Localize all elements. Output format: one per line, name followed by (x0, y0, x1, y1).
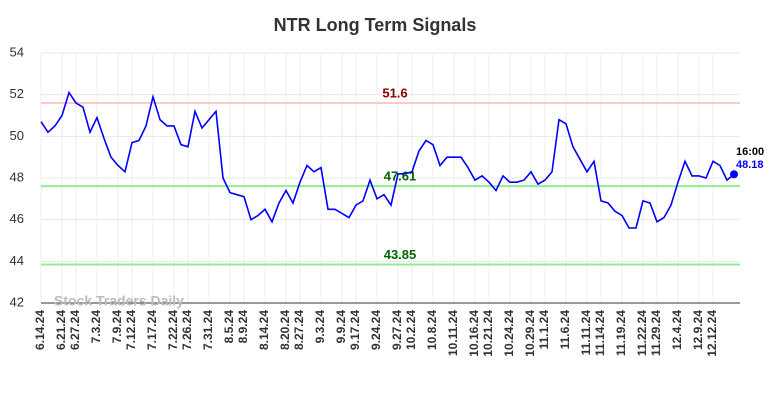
level-label: 43.85 (384, 247, 417, 262)
y-tick-label: 42 (10, 294, 24, 309)
x-tick-label: 7.12.24 (124, 310, 138, 350)
last-point (730, 170, 738, 179)
x-tick-label: 11.19.24 (614, 310, 628, 356)
y-tick-label: 54 (10, 44, 24, 59)
level-label: 47.61 (384, 169, 417, 184)
x-tick-label: 10.2.24 (404, 310, 418, 350)
x-tick-label: 11.29.24 (649, 310, 663, 356)
y-tick-label: 48 (10, 169, 24, 184)
y-tick-label: 52 (10, 86, 24, 101)
x-tick-label: 10.16.24 (467, 310, 481, 357)
x-tick-label: 11.6.24 (558, 310, 572, 350)
x-tick-label: 11.22.24 (635, 310, 649, 356)
x-tick-label: 12.9.24 (691, 310, 705, 350)
x-tick-label: 12.4.24 (670, 310, 684, 350)
x-tick-label: 8.14.24 (257, 310, 271, 350)
x-tick-label: 8.9.24 (236, 310, 250, 344)
x-tick-label: 7.9.24 (110, 310, 124, 344)
x-tick-label: 7.22.24 (166, 310, 180, 350)
x-tick-label: 12.12.24 (705, 310, 719, 357)
x-tick-label: 8.20.24 (278, 310, 292, 350)
y-tick-label: 44 (10, 253, 24, 268)
x-tick-label: 9.27.24 (390, 310, 404, 350)
x-tick-label: 9.24.24 (369, 310, 383, 350)
x-tick-label: 10.29.24 (523, 310, 537, 357)
x-tick-label: 6.14.24 (33, 310, 47, 350)
x-tick-label: 11.11.24 (579, 310, 593, 356)
chart-title: NTR Long Term Signals (274, 15, 477, 35)
x-tick-label: 7.3.24 (89, 310, 103, 344)
x-tick-label: 6.27.24 (68, 310, 82, 350)
x-tick-label: 11.14.24 (593, 310, 607, 356)
x-tick-label: 10.21.24 (481, 310, 495, 357)
x-tick-label: 9.17.24 (348, 310, 362, 350)
x-tick-label: 10.8.24 (425, 310, 439, 350)
x-tick-label: 10.24.24 (502, 310, 516, 357)
x-tick-label: 11.1.24 (537, 310, 551, 350)
x-tick-label: 7.26.24 (180, 310, 194, 350)
x-tick-label: 7.31.24 (201, 310, 215, 350)
y-tick-label: 50 (10, 128, 24, 143)
x-tick-label: 10.11.24 (446, 310, 460, 356)
x-tick-label: 9.9.24 (334, 310, 348, 344)
level-label: 51.6 (382, 85, 407, 100)
price-line (40, 90, 735, 229)
watermark: Stock Traders Daily (54, 293, 184, 309)
x-tick-label: 8.27.24 (292, 310, 306, 350)
x-tick-label: 9.3.24 (313, 310, 327, 344)
last-time: 16:00 (736, 146, 764, 158)
x-tick-label: 6.21.24 (54, 310, 68, 350)
y-tick-label: 46 (10, 211, 24, 226)
x-tick-label: 7.17.24 (145, 310, 159, 350)
x-tick-label: 8.5.24 (222, 310, 236, 344)
last-value: 48.18 (736, 159, 764, 171)
